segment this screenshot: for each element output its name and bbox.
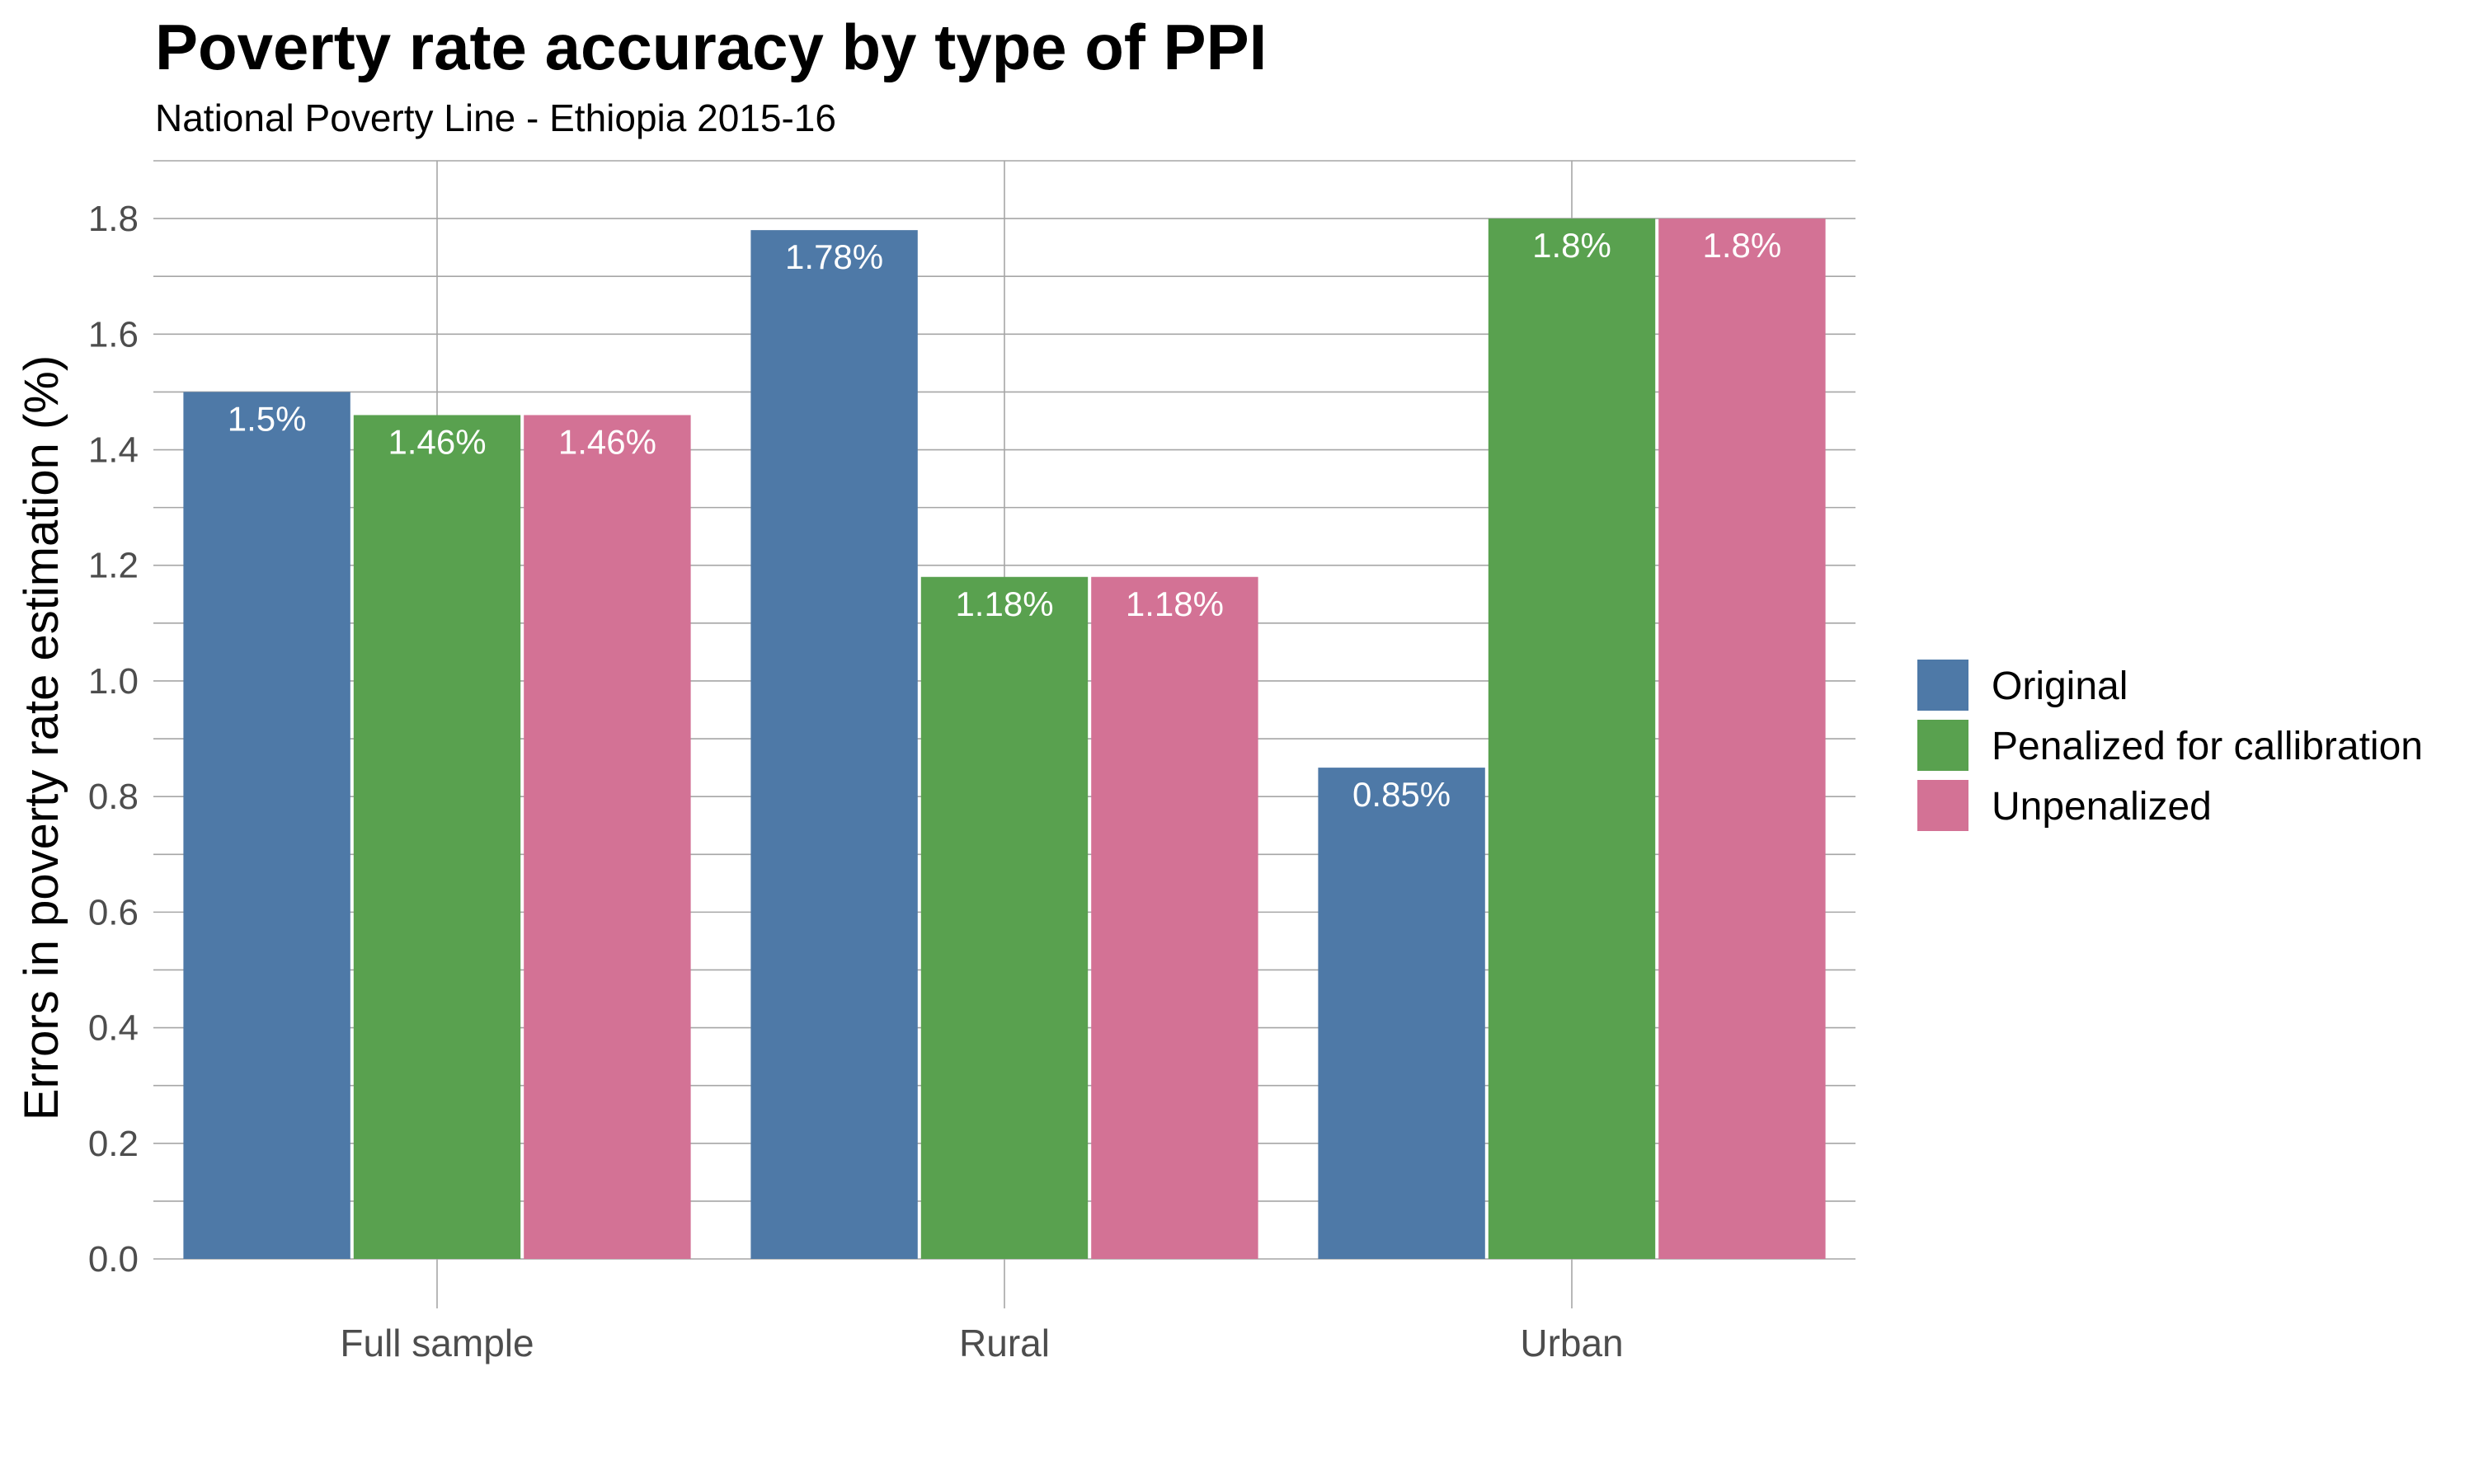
bars (183, 218, 1826, 1260)
x-tick-label: Urban (1520, 1322, 1623, 1364)
bar-labels: 1.5% 1.46% 1.46% 1.78% 1.18% 1.18% 0.85% 1.8% 1.… (228, 226, 1782, 814)
y-tick-label: 1.8 (88, 199, 139, 239)
y-tick-label: 1.2 (88, 546, 139, 586)
y-tick-label: 0.4 (88, 1008, 139, 1049)
bar (1318, 768, 1485, 1259)
bar (750, 230, 918, 1259)
x-tick-label: Full sample (340, 1322, 534, 1364)
bar-data-label: 0.85% (1352, 775, 1451, 814)
legend-label: Original (1992, 665, 2128, 708)
bar-data-label: 1.78% (785, 237, 883, 276)
bar (1488, 218, 1656, 1260)
legend-label: Unpenalized (1992, 785, 2212, 829)
y-tick-label: 0.6 (88, 892, 139, 932)
bar-data-label: 1.8% (1703, 226, 1782, 265)
bar (1091, 576, 1258, 1259)
bar (920, 576, 1089, 1259)
y-tick-label: 0.2 (88, 1124, 139, 1164)
legend: Original Penalized for callibration Unpena… (1917, 660, 2423, 831)
y-tick-label: 1.0 (88, 661, 139, 702)
y-tick-label: 1.4 (88, 430, 139, 471)
x-axis-ticks: Full sample Rural Urban (340, 1322, 1623, 1364)
y-axis-ticks: 0.0 0.2 0.4 0.6 0.8 1.0 1.2 1.4 1.6 1.8 (88, 199, 139, 1280)
y-tick-label: 0.8 (88, 777, 139, 817)
legend-label: Penalized for callibration (1992, 725, 2423, 768)
bar-data-label: 1.8% (1532, 226, 1611, 265)
chart-title: Poverty rate accuracy by type of PPI (155, 11, 1268, 83)
y-axis-title: Errors in poverty rate estimation (%) (15, 355, 68, 1120)
bar (1658, 218, 1826, 1260)
bar (353, 415, 521, 1260)
legend-swatch (1917, 720, 1968, 771)
legend-swatch (1917, 780, 1968, 831)
bar-data-label: 1.18% (955, 585, 1053, 623)
y-tick-label: 0.0 (88, 1239, 139, 1280)
chart-subtitle: National Poverty Line - Ethiopia 2015-16 (155, 96, 836, 139)
bar-data-label: 1.5% (228, 399, 307, 438)
x-tick-label: Rural (959, 1322, 1050, 1364)
legend-swatch (1917, 660, 1968, 711)
bar-data-label: 1.46% (558, 422, 656, 461)
y-tick-label: 1.6 (88, 314, 139, 355)
bar (524, 415, 691, 1260)
bar (183, 392, 350, 1260)
bar-data-label: 1.46% (388, 422, 486, 461)
bar-data-label: 1.18% (1126, 585, 1224, 623)
